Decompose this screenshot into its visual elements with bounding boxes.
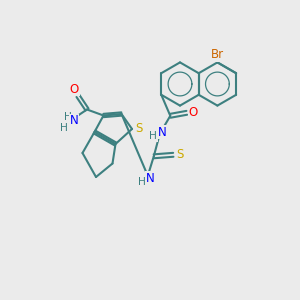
Text: S: S [176,148,184,161]
Text: O: O [188,106,197,119]
Text: Br: Br [211,48,224,62]
Text: N: N [158,126,167,139]
Text: N: N [146,172,154,185]
Text: H: H [149,131,157,141]
Text: O: O [70,83,79,96]
Text: N: N [70,114,79,128]
Text: S: S [135,122,142,136]
Text: H: H [60,123,68,133]
Text: H: H [64,112,72,122]
Text: H: H [138,177,146,188]
